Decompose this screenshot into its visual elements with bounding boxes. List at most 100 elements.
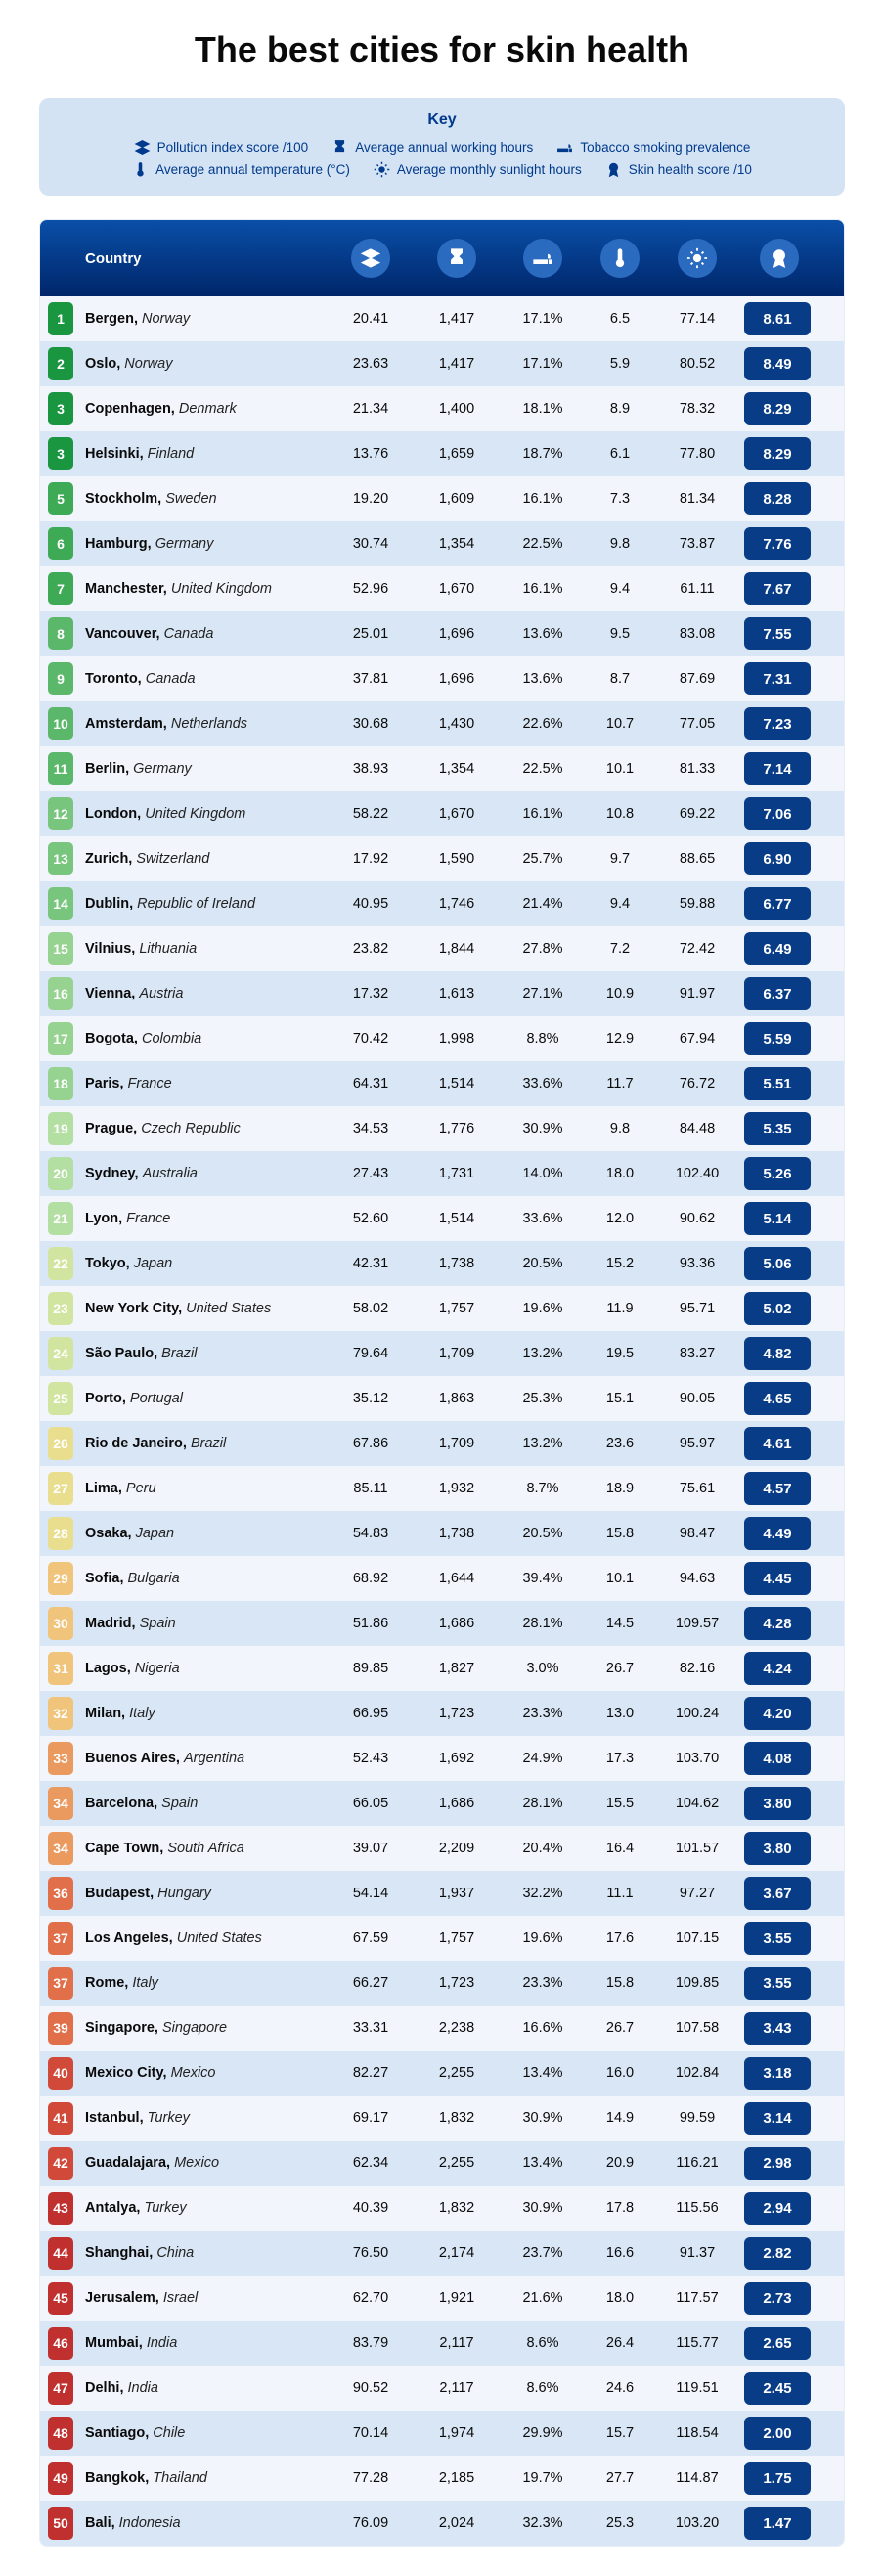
score-badge: 4.20 xyxy=(744,1697,811,1730)
table-row: 7Manchester, United Kingdom52.961,67016.… xyxy=(40,566,844,611)
table-row: 11Berlin, Germany38.931,35422.5%10.181.3… xyxy=(40,746,844,791)
score-badge: 1.47 xyxy=(744,2507,811,2540)
hours-value: 1,354 xyxy=(414,761,500,777)
table-row: 17Bogota, Colombia70.421,9988.8%12.967.9… xyxy=(40,1016,844,1061)
temperature-value: 16.0 xyxy=(586,2065,654,2081)
hours-value: 1,686 xyxy=(414,1616,500,1631)
hours-value: 1,731 xyxy=(414,1166,500,1181)
rank-badge: 36 xyxy=(48,1877,73,1910)
hours-value: 1,738 xyxy=(414,1526,500,1541)
hours-value: 1,757 xyxy=(414,1931,500,1946)
temperature-value: 10.1 xyxy=(586,761,654,777)
country-name: Italy xyxy=(129,1706,155,1721)
score-badge: 3.80 xyxy=(744,1832,811,1865)
city-cell: New York City, United States xyxy=(77,1301,328,1316)
pollution-value: 66.95 xyxy=(328,1706,414,1721)
rank-badge: 24 xyxy=(48,1337,73,1370)
smoking-value: 29.9% xyxy=(500,2425,586,2441)
pollution-value: 54.83 xyxy=(328,1526,414,1541)
city-cell: Los Angeles, United States xyxy=(77,1931,328,1946)
pollution-value: 58.02 xyxy=(328,1301,414,1316)
city-cell: Vilnius, Lithuania xyxy=(77,941,328,956)
smoking-value: 33.6% xyxy=(500,1211,586,1226)
legend-item-hours: Average annual working hours xyxy=(332,139,533,155)
smoking-value: 13.6% xyxy=(500,671,586,687)
pollution-value: 38.93 xyxy=(328,761,414,777)
rank-badge: 3 xyxy=(48,437,73,470)
table-row: 32Milan, Italy66.951,72323.3%13.0100.244… xyxy=(40,1691,844,1736)
smoking-value: 19.6% xyxy=(500,1931,586,1946)
hours-value: 1,832 xyxy=(414,2200,500,2216)
temperature-value: 17.8 xyxy=(586,2200,654,2216)
smoking-value: 27.8% xyxy=(500,941,586,956)
country-name: Switzerland xyxy=(136,851,209,866)
pollution-value: 37.81 xyxy=(328,671,414,687)
table-row: 13Zurich, Switzerland17.921,59025.7%9.78… xyxy=(40,836,844,881)
hours-value: 2,255 xyxy=(414,2065,500,2081)
smoking-value: 8.8% xyxy=(500,1031,586,1046)
header-hours xyxy=(414,239,500,278)
rank-badge: 17 xyxy=(48,1022,73,1055)
smoking-value: 22.6% xyxy=(500,716,586,732)
table-row: 10Amsterdam, Netherlands30.681,43022.6%1… xyxy=(40,701,844,746)
header-tobacco xyxy=(500,239,586,278)
smoking-value: 39.4% xyxy=(500,1571,586,1586)
score-badge: 2.94 xyxy=(744,2192,811,2225)
sunlight-value: 88.65 xyxy=(654,851,740,866)
temperature-value: 23.6 xyxy=(586,1436,654,1451)
sunlight-value: 61.11 xyxy=(654,581,740,597)
smoking-value: 17.1% xyxy=(500,311,586,327)
sunlight-value: 77.14 xyxy=(654,311,740,327)
score-badge: 6.49 xyxy=(744,932,811,965)
smoking-value: 16.1% xyxy=(500,581,586,597)
score-badge: 4.24 xyxy=(744,1652,811,1685)
smoking-value: 13.4% xyxy=(500,2065,586,2081)
smoking-value: 21.6% xyxy=(500,2290,586,2306)
sunlight-value: 90.05 xyxy=(654,1391,740,1406)
table-row: 42Guadalajara, Mexico62.342,25513.4%20.9… xyxy=(40,2141,844,2186)
hours-value: 1,709 xyxy=(414,1436,500,1451)
score-badge: 2.98 xyxy=(744,2147,811,2180)
temperature-value: 15.5 xyxy=(586,1796,654,1811)
country-name: Singapore xyxy=(162,2021,227,2036)
city-cell: Vancouver, Canada xyxy=(77,626,328,642)
table-row: 34Barcelona, Spain66.051,68628.1%15.5104… xyxy=(40,1781,844,1826)
pollution-value: 68.92 xyxy=(328,1571,414,1586)
hours-value: 2,174 xyxy=(414,2245,500,2261)
smoking-value: 19.6% xyxy=(500,1301,586,1316)
pollution-value: 83.79 xyxy=(328,2335,414,2351)
rank-badge: 37 xyxy=(48,1922,73,1955)
sunlight-value: 107.58 xyxy=(654,2021,740,2036)
score-badge: 4.28 xyxy=(744,1607,811,1640)
pollution-value: 67.86 xyxy=(328,1436,414,1451)
smoking-value: 18.1% xyxy=(500,401,586,417)
country-name: Hungary xyxy=(157,1886,211,1901)
table-row: 1Bergen, Norway20.411,41717.1%6.577.148.… xyxy=(40,296,844,341)
pollution-value: 30.68 xyxy=(328,716,414,732)
pollution-value: 52.43 xyxy=(328,1751,414,1766)
temperature-value: 18.0 xyxy=(586,2290,654,2306)
smoking-value: 24.9% xyxy=(500,1751,586,1766)
city-cell: Oslo, Norway xyxy=(77,356,328,372)
temperature-value: 9.7 xyxy=(586,851,654,866)
country-name: Mexico xyxy=(171,2065,216,2081)
table-row: 45Jerusalem, Israel62.701,92121.6%18.011… xyxy=(40,2276,844,2321)
table-row: 3Copenhagen, Denmark21.341,40018.1%8.978… xyxy=(40,386,844,431)
pollution-value: 40.95 xyxy=(328,896,414,911)
pollution-value: 54.14 xyxy=(328,1886,414,1901)
award-icon xyxy=(605,161,622,178)
score-badge: 5.51 xyxy=(744,1067,811,1100)
smoking-value: 16.6% xyxy=(500,2021,586,2036)
rank-badge: 49 xyxy=(48,2462,73,2495)
sunlight-value: 81.34 xyxy=(654,491,740,507)
legend-item-tobacco: Tobacco smoking prevalence xyxy=(556,139,750,155)
city-cell: Sydney, Australia xyxy=(77,1166,328,1181)
pollution-value: 62.34 xyxy=(328,2155,414,2171)
city-cell: Bergen, Norway xyxy=(77,311,328,327)
award-icon xyxy=(769,247,790,269)
city-cell: Milan, Italy xyxy=(77,1706,328,1721)
pollution-value: 17.92 xyxy=(328,851,414,866)
hours-value: 1,696 xyxy=(414,626,500,642)
rank-badge: 6 xyxy=(48,527,73,560)
country-name: Norway xyxy=(124,356,172,372)
